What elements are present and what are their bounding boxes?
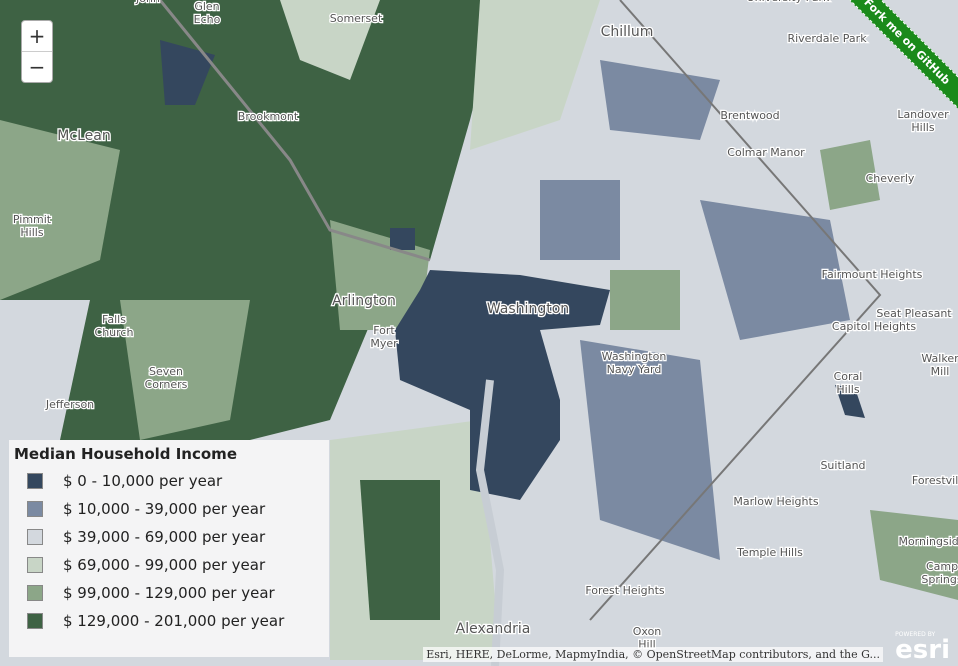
place-label: Forestville: [912, 474, 958, 487]
legend-swatch: [27, 557, 43, 573]
place-label: Brentwood: [720, 109, 779, 122]
legend-item: $ 129,000 - 201,000 per year: [9, 607, 329, 635]
legend-item: $ 39,000 - 69,000 per year: [9, 523, 329, 551]
place-label: Riverdale Park: [787, 32, 867, 45]
place-label: Pimmit: [13, 213, 52, 226]
place-label: Myer: [370, 337, 398, 350]
place-label: Alexandria: [456, 621, 531, 637]
place-label: Camp: [926, 560, 958, 573]
place-label: Hills: [836, 383, 859, 396]
place-label: Church: [95, 326, 134, 339]
place-label: Coral: [834, 370, 863, 383]
place-label: Landover: [897, 108, 949, 121]
place-label: Marlow Heights: [733, 495, 818, 508]
legend-swatch: [27, 529, 43, 545]
place-label: Fairmount Heights: [822, 268, 923, 281]
legend-title: Median Household Income: [14, 445, 237, 463]
legend-swatch: [27, 473, 43, 489]
place-label: Temple Hills: [736, 546, 803, 559]
legend-label: $ 0 - 10,000 per year: [63, 472, 223, 490]
zoom-control: + −: [21, 20, 53, 83]
place-label: Springs: [921, 573, 958, 586]
place-label: Seat Pleasant: [876, 307, 952, 320]
place-label: Somerset: [330, 12, 383, 25]
legend-label: $ 39,000 - 69,000 per year: [63, 528, 266, 546]
place-label: Echo: [194, 13, 221, 26]
place-label: Navy Yard: [607, 363, 662, 376]
esri-logo[interactable]: POWERED BY esri: [895, 631, 950, 665]
legend-swatch: [27, 585, 43, 601]
logo-text: esri: [895, 635, 950, 665]
place-label: Washington: [487, 301, 569, 317]
legend: Median Household Income $ 0 - 10,000 per…: [9, 440, 329, 657]
place-label: Walker: [921, 352, 958, 365]
place-label: Forest Heights: [585, 584, 665, 597]
place-label: Glen: [194, 0, 219, 13]
place-label: Cheverly: [866, 172, 915, 185]
place-label: Brookmont: [238, 110, 299, 123]
place-label: John: [135, 0, 160, 5]
place-label: Falls: [102, 313, 126, 326]
logo-caption: POWERED BY: [895, 631, 936, 638]
legend-label: $ 69,000 - 99,000 per year: [63, 556, 266, 574]
place-label: Capitol Heights: [832, 320, 916, 333]
place-label: Chillum: [601, 24, 654, 40]
legend-label: $ 10,000 - 39,000 per year: [63, 500, 266, 518]
place-label: Jefferson: [45, 398, 94, 411]
zoom-out[interactable]: −: [22, 51, 52, 82]
legend-item: $ 10,000 - 39,000 per year: [9, 495, 329, 523]
place-label: Oxon: [633, 625, 662, 638]
legend-swatch: [27, 501, 43, 517]
place-label: University Park: [747, 0, 830, 4]
zoom-in[interactable]: +: [28, 24, 46, 48]
place-label: Hills: [911, 121, 934, 134]
place-label: Morningside: [898, 535, 958, 548]
place-label: Fort: [373, 324, 395, 337]
place-label: Washington: [602, 350, 667, 363]
legend-item: $ 99,000 - 129,000 per year: [9, 579, 329, 607]
place-label: Corners: [145, 378, 188, 391]
legend-item: $ 69,000 - 99,000 per year: [9, 551, 329, 579]
place-label: Colmar Manor: [727, 146, 805, 159]
attribution: Esri, HERE, DeLorme, MapmyIndia, © OpenS…: [423, 647, 883, 662]
place-label: Mill: [931, 365, 950, 378]
legend-item: $ 0 - 10,000 per year: [9, 467, 329, 495]
place-label: Suitland: [820, 459, 865, 472]
legend-swatch: [27, 613, 43, 629]
place-label: McLean: [57, 128, 110, 144]
place-label: Hills: [20, 226, 43, 239]
legend-label: $ 99,000 - 129,000 per year: [63, 584, 275, 602]
place-label: Arlington: [332, 293, 396, 309]
place-label: Seven: [149, 365, 183, 378]
legend-label: $ 129,000 - 201,000 per year: [63, 612, 285, 630]
